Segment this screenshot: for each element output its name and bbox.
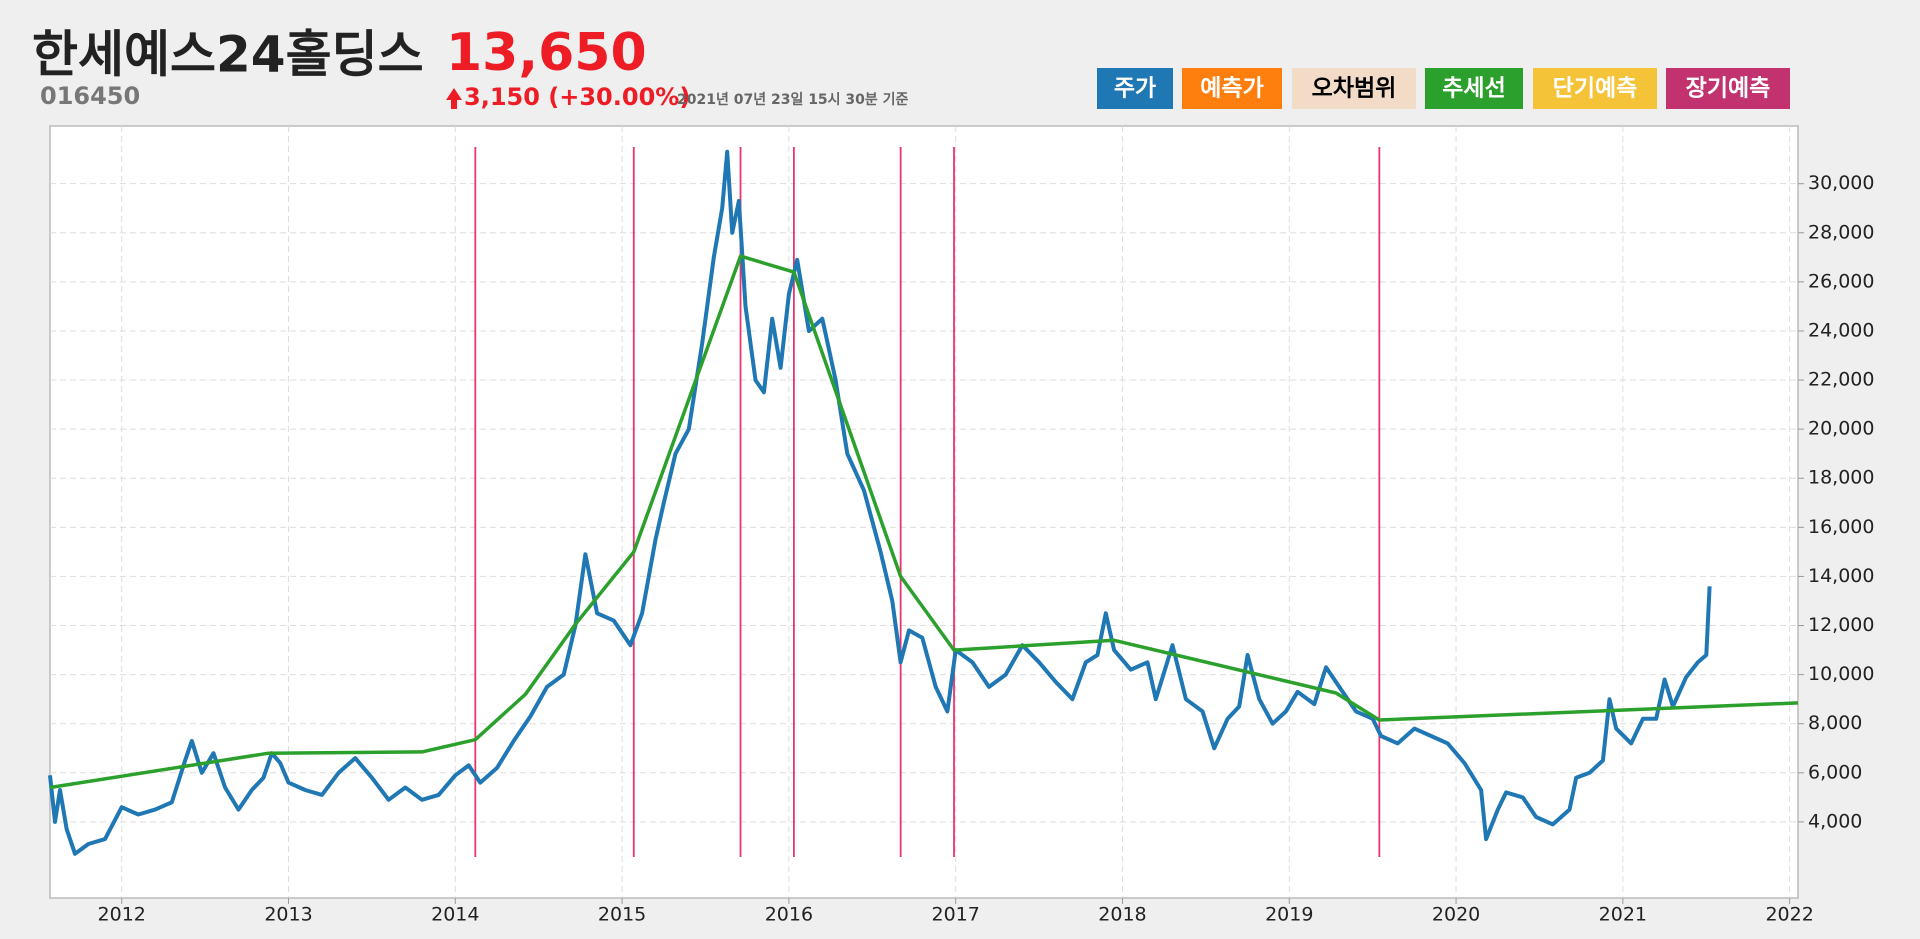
x-tick-label: 2013 [264,904,312,926]
x-tick-label: 2012 [98,904,146,926]
y-tick-label: 20,000 [1808,418,1874,440]
x-tick-label: 2016 [765,904,813,926]
y-tick-label: 22,000 [1808,369,1874,391]
y-tick-label: 16,000 [1808,516,1874,538]
x-tick-label: 2015 [598,904,646,926]
legend-label[interactable]: 추세선 [1442,76,1505,102]
y-tick-label: 24,000 [1808,319,1874,341]
x-tick-label: 2020 [1432,904,1480,926]
x-tick-label: 2019 [1265,904,1313,926]
x-tick-label: 2022 [1765,904,1813,926]
legend-button[interactable] [1425,68,1523,109]
stock-title: 한세예스24홀딩스 [32,26,424,84]
plot-area [49,125,1799,899]
change-amount: 3,150 [464,83,540,111]
price-line [48,149,1712,856]
y-tick-label: 8,000 [1808,712,1862,734]
y-tick-label: 6,000 [1808,761,1862,783]
y-tick-label: 14,000 [1808,565,1874,587]
x-tick-label: 2014 [431,904,479,926]
y-tick-label: 18,000 [1808,467,1874,489]
y-tick-label: 12,000 [1808,614,1874,636]
y-tick-label: 26,000 [1808,270,1874,292]
legend-label[interactable]: 장기예측 [1686,76,1771,102]
y-tick-label: 28,000 [1808,221,1874,243]
legend-label[interactable]: 단기예측 [1553,76,1638,102]
stock-price: 13,650 [446,23,647,83]
y-tick-label: 4,000 [1808,810,1862,832]
legend-button[interactable] [1097,68,1173,109]
up-arrow [446,88,462,109]
x-tick-label: 2017 [932,904,980,926]
y-tick-label: 30,000 [1808,172,1874,194]
legend-label[interactable]: 주가 [1114,76,1156,102]
x-tick-label: 2021 [1599,904,1647,926]
stock-code: 016450 [40,82,140,110]
x-tick-label: 2018 [1098,904,1146,926]
change-percent: (+30.00%) [548,83,690,111]
trend-line [49,254,1799,790]
price-change: 3,150 (+30.00%) [464,83,690,111]
timestamp: 2021년 07년 23일 15시 30분 기준 [677,92,909,108]
legend-button[interactable] [1292,68,1416,109]
legend-button[interactable] [1182,68,1282,109]
legend-label[interactable]: 오차범위 [1312,76,1397,102]
legend-button[interactable] [1666,68,1790,109]
y-tick-label: 10,000 [1808,663,1874,685]
legend-button[interactable] [1533,68,1657,109]
legend-label[interactable]: 예측가 [1200,76,1263,102]
